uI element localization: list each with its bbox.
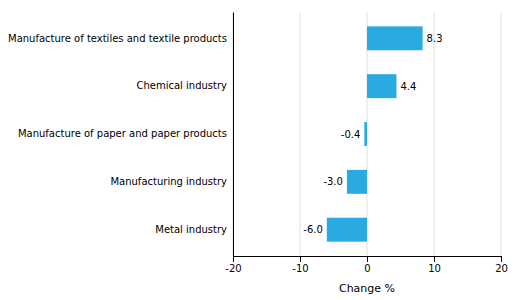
bar xyxy=(364,122,367,146)
y-tick-label: Chemical industry xyxy=(136,80,227,91)
data-label: -3.0 xyxy=(323,176,343,187)
y-axis: Metal industry Manufacturing industry Manu… xyxy=(8,13,234,257)
x-tick-label: 0 xyxy=(364,263,370,274)
data-label: -6.0 xyxy=(303,224,323,235)
x-tick: -20 xyxy=(225,256,241,274)
x-tick-label: -20 xyxy=(225,263,241,274)
y-tick-label: Manufacture of textiles and textile prod… xyxy=(8,33,227,44)
x-tick: 0 xyxy=(364,256,370,274)
y-tick: Manufacturing industry xyxy=(110,176,227,187)
x-tick-mark xyxy=(300,256,301,262)
bar xyxy=(367,26,423,50)
bar xyxy=(347,170,367,194)
y-tick: Metal industry xyxy=(155,224,227,235)
x-tick-mark xyxy=(233,256,234,262)
x-tick: 20 xyxy=(495,256,508,274)
data-label: 8.3 xyxy=(427,33,443,44)
x-axis-line xyxy=(234,257,502,263)
y-tick: Chemical industry xyxy=(136,80,227,91)
grid-line xyxy=(300,12,301,256)
y-tick: Manufacture of paper and paper products xyxy=(18,128,227,139)
x-axis-title: Change % xyxy=(339,282,395,295)
x-tick-label: 10 xyxy=(428,263,441,274)
data-label: -0.4 xyxy=(341,129,361,140)
y-tick: Manufacture of textiles and textile prod… xyxy=(8,33,227,44)
grid-line xyxy=(434,12,435,256)
y-tick-label: Manufacture of paper and paper products xyxy=(18,128,227,139)
data-label: 4.4 xyxy=(400,81,416,92)
x-tick-mark xyxy=(367,256,368,262)
x-axis: -20 -10 0 10 20 xyxy=(225,256,508,274)
y-tick-label: Manufacturing industry xyxy=(110,176,227,187)
grid-line xyxy=(233,12,234,256)
x-tick-mark xyxy=(434,256,435,262)
bar xyxy=(367,74,396,98)
x-tick-mark xyxy=(501,256,502,262)
y-tick-label: Metal industry xyxy=(155,224,227,235)
grid xyxy=(233,12,501,256)
bar xyxy=(327,218,367,242)
x-tick-label: -10 xyxy=(292,263,308,274)
chart: -20 -10 0 10 20 Metal industry Manufacturing i… xyxy=(0,0,525,300)
y-axis-line xyxy=(233,13,234,257)
plot: -20 -10 0 10 20 Metal industry Manufacturing i… xyxy=(8,12,508,274)
x-tick: -10 xyxy=(292,256,308,274)
grid-line xyxy=(501,12,502,256)
data-labels: -6.0 -3.0 -0.4 4.4 8.3 xyxy=(303,33,442,235)
bars xyxy=(327,26,423,241)
x-tick-label: 20 xyxy=(495,263,508,274)
x-tick: 10 xyxy=(428,256,441,274)
